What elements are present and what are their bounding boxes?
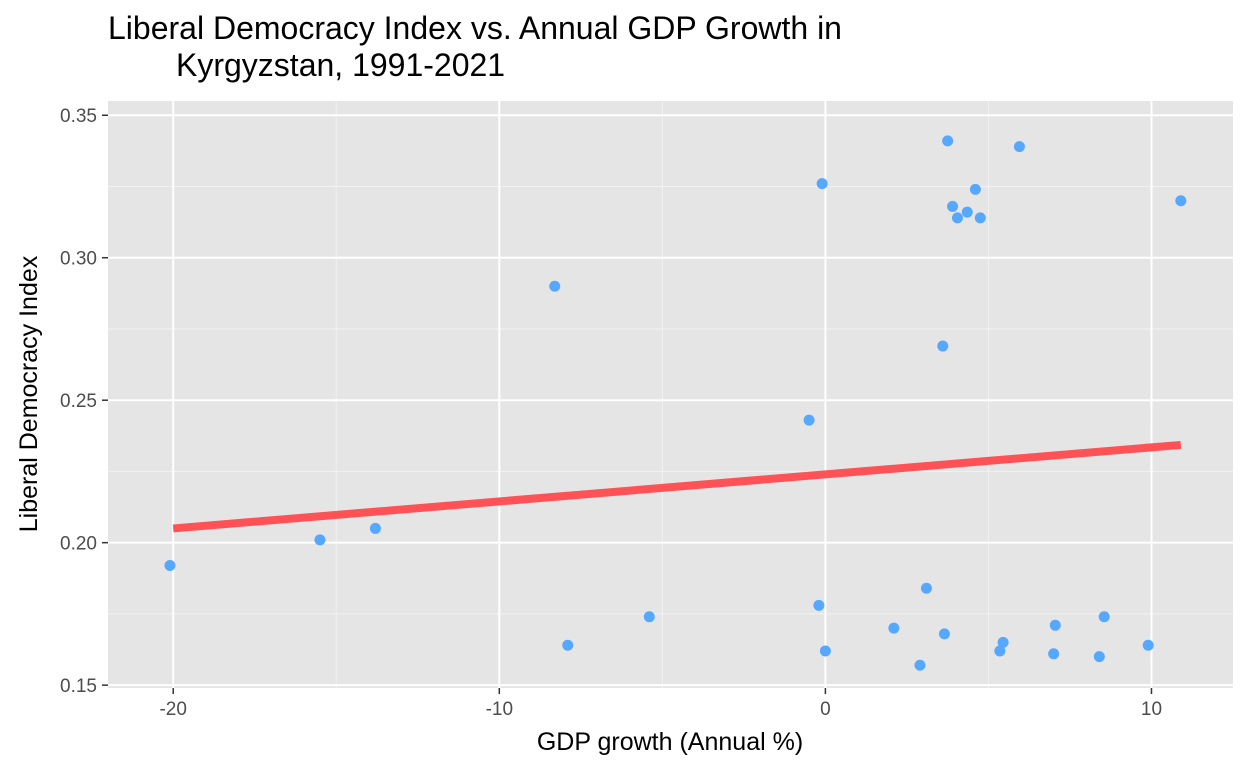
data-point	[643, 611, 655, 623]
data-point	[938, 628, 950, 640]
data-point	[1098, 611, 1110, 623]
data-point	[1013, 141, 1025, 153]
x-tick-label: 0	[820, 699, 831, 720]
data-point	[1093, 651, 1105, 663]
data-point	[816, 178, 828, 190]
chart-title: Liberal Democracy Index vs. Annual GDP G…	[108, 10, 842, 84]
y-axis-label: Liberal Democracy Index	[15, 255, 43, 532]
plot-panel	[108, 101, 1233, 688]
data-point	[549, 280, 561, 292]
y-tick-label: 0.15	[60, 676, 97, 697]
y-axis: 0.15 0.20 0.25 0.30 0.35	[60, 106, 108, 697]
data-point	[920, 582, 932, 594]
data-point	[994, 645, 1006, 657]
x-tick-label: -20	[159, 699, 186, 720]
data-point	[942, 135, 954, 147]
x-axis-label: GDP growth (Annual %)	[537, 728, 803, 756]
trend-line-layer	[172, 440, 1182, 533]
chart-title-line2: Kyrgyzstan, 1991-2021	[176, 47, 506, 83]
data-point	[1175, 195, 1187, 207]
data-point	[997, 636, 1009, 648]
data-point	[914, 659, 926, 671]
data-point	[803, 414, 815, 426]
data-point	[1142, 639, 1154, 651]
data-point	[164, 559, 176, 571]
y-tick-label: 0.20	[60, 534, 97, 555]
x-tick-label: 10	[1141, 699, 1162, 720]
data-point	[1049, 619, 1061, 631]
data-point	[369, 522, 381, 534]
data-point	[969, 183, 981, 195]
data-point	[951, 212, 963, 224]
data-point	[947, 200, 959, 212]
data-point	[937, 340, 949, 352]
data-point	[961, 206, 973, 218]
x-tick-label: -10	[486, 699, 513, 720]
data-point	[1048, 648, 1060, 660]
data-point	[819, 645, 831, 657]
data-point	[813, 599, 825, 611]
y-tick-label: 0.35	[60, 106, 97, 127]
data-points	[164, 135, 1187, 671]
data-point	[562, 639, 574, 651]
data-point	[974, 212, 986, 224]
major-gridlines	[108, 101, 1233, 688]
chart-title-line1: Liberal Democracy Index vs. Annual GDP G…	[108, 10, 842, 46]
data-point	[888, 622, 900, 634]
x-axis: -20 -10 0 10	[159, 688, 1162, 720]
trend-line	[172, 440, 1182, 533]
y-tick-label: 0.30	[60, 249, 97, 270]
minor-gridlines	[108, 101, 1233, 688]
data-point	[314, 534, 326, 546]
y-tick-label: 0.25	[60, 391, 97, 412]
